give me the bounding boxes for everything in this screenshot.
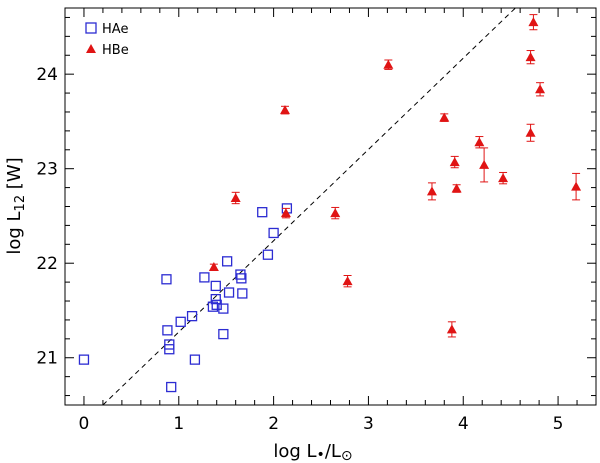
hbe-point [528, 14, 539, 31]
hbe-marker [535, 84, 546, 94]
hae-point [175, 316, 186, 327]
hbe-marker [479, 159, 490, 169]
hbe-point [535, 82, 546, 97]
hae-point [223, 287, 235, 298]
hbe-point [342, 275, 353, 288]
hae-point [199, 272, 210, 283]
y-tick-label: 24 [36, 65, 58, 85]
hbe-marker [474, 137, 485, 147]
y-tick-label: 23 [36, 160, 58, 180]
hae-point [235, 269, 246, 280]
hbe-point [525, 50, 536, 65]
y-axis-title-sub: 12 [13, 195, 28, 212]
hbe-point [451, 183, 462, 193]
x-tick-label: 5 [553, 414, 564, 434]
y-axis-title-unit: [W] [4, 157, 25, 195]
hbe-marker [208, 261, 219, 271]
x-axis-title-main: log L [273, 441, 316, 462]
hbe-point [230, 191, 241, 205]
hae-point [189, 354, 201, 365]
x-tick-label: 4 [458, 414, 469, 434]
hae-point [78, 354, 90, 365]
hae-point [218, 328, 229, 340]
legend-hae-label: HAe [102, 22, 128, 37]
hbe-point [383, 59, 394, 70]
hbe-point [498, 171, 509, 185]
x-tick-label: 2 [268, 414, 279, 434]
x-tick-label: 1 [173, 414, 184, 434]
hbe-marker [525, 52, 536, 62]
hbe-point [525, 123, 536, 142]
hae-point [161, 274, 172, 285]
hae-point [221, 256, 233, 267]
hbe-point [279, 105, 290, 115]
hbe-marker [280, 208, 291, 218]
hbe-marker [230, 192, 241, 202]
y-axis-title: log L12 [W] [4, 157, 28, 254]
legend-hbe-marker [86, 44, 96, 53]
hae-point [207, 301, 219, 312]
hbe-marker [383, 59, 394, 69]
hbe-marker [426, 186, 437, 196]
hbe-point [446, 321, 457, 338]
hae-point [237, 288, 248, 299]
hbe-marker [342, 276, 353, 286]
x-tick-label: 3 [363, 414, 374, 434]
hbe-marker [498, 173, 509, 183]
hae-point [166, 381, 177, 393]
hbe-marker [279, 105, 290, 115]
hbe-marker [528, 17, 539, 27]
y-tick-label: 21 [36, 349, 58, 369]
hae-point [257, 207, 268, 218]
hbe-marker [446, 324, 457, 334]
x-tick-label: 0 [79, 414, 90, 434]
hbe-point [280, 207, 291, 219]
hbe-marker [439, 112, 450, 122]
hbe-marker [525, 127, 536, 137]
x-axis-title-sub2: ⊙ [341, 448, 353, 463]
hae-point [210, 280, 221, 292]
data-points [78, 14, 582, 393]
hae-point [236, 273, 247, 284]
hbe-point [479, 147, 490, 183]
x-axis-title: log L•/L⊙ [273, 441, 352, 463]
legend-hbe-label: HBe [102, 43, 129, 58]
hae-point [162, 325, 173, 336]
hae-point [210, 293, 221, 305]
hae-point [268, 227, 279, 239]
legend-hae-marker [85, 22, 97, 34]
hae-point [262, 249, 274, 260]
hbe-point [439, 112, 450, 122]
hbe-marker [571, 181, 582, 191]
axis-ticks [65, 8, 596, 405]
hbe-point [330, 206, 341, 220]
hbe-point [208, 261, 219, 271]
reference-line [102, 7, 516, 406]
y-tick-label: 22 [36, 254, 58, 274]
hbe-marker [449, 157, 460, 167]
hbe-point [449, 155, 460, 169]
reference-line-group [102, 7, 516, 406]
hbe-point [571, 172, 582, 201]
hae-point [211, 299, 222, 310]
legend: HAe HBe [85, 22, 129, 58]
y-axis-title-main: log L [4, 211, 25, 254]
hae-point [186, 310, 198, 322]
x-axis-title-mid: /L [325, 441, 341, 462]
hae-point [218, 303, 229, 314]
hbe-point [426, 182, 437, 201]
x-axis-title-sub1: • [317, 447, 325, 463]
plot-frame [64, 7, 597, 406]
hae-point [164, 344, 175, 355]
hbe-marker [451, 183, 462, 193]
hbe-marker [330, 208, 341, 218]
